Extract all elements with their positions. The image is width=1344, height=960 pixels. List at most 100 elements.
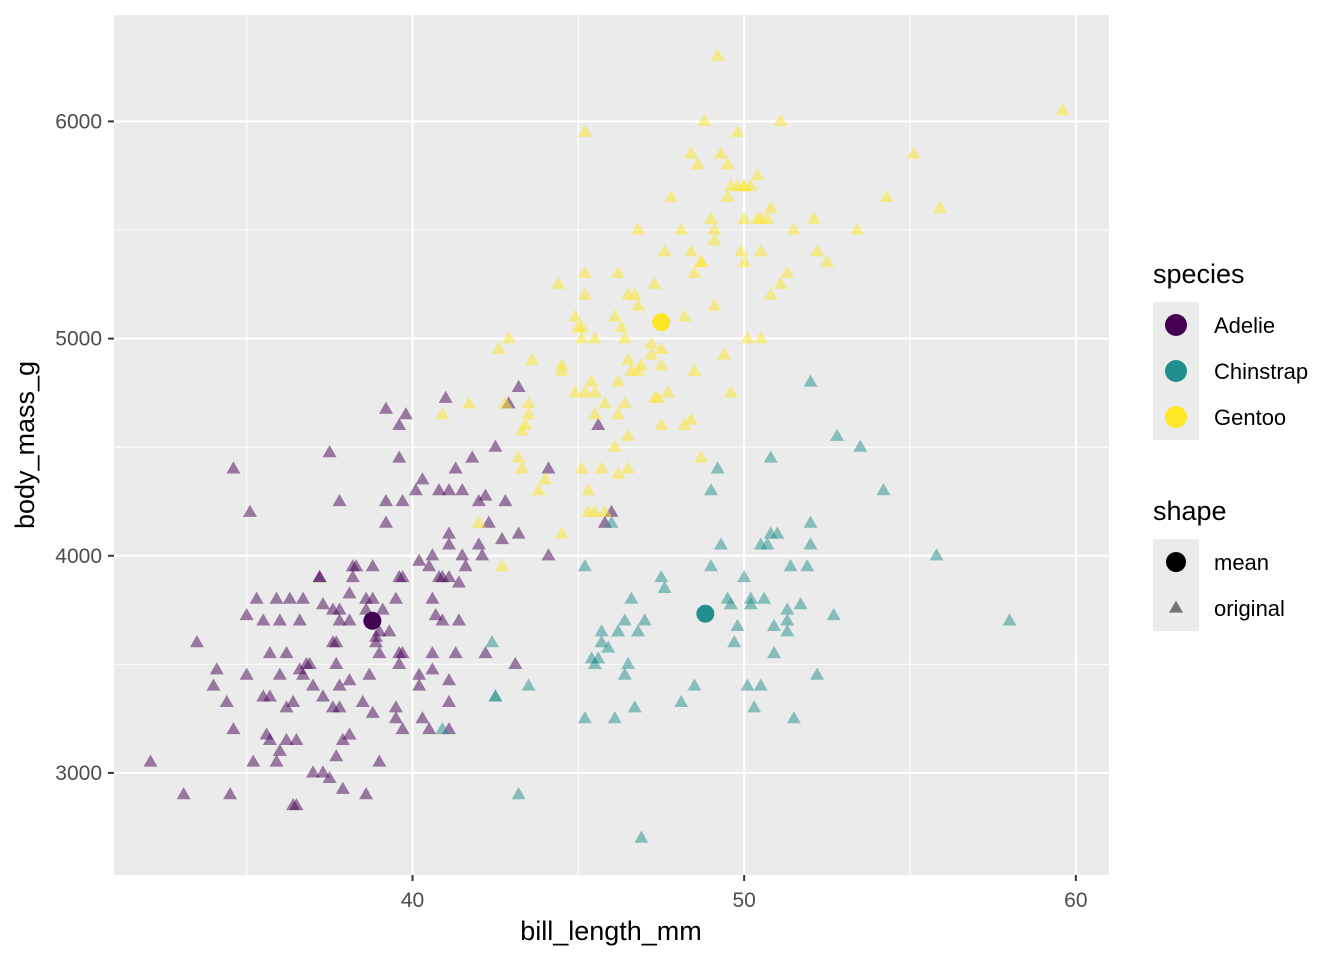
point-chinstrap xyxy=(485,635,500,648)
point-adelie xyxy=(249,591,264,604)
point-adelie xyxy=(511,379,526,393)
point-adelie xyxy=(342,586,357,599)
point-gentoo xyxy=(597,504,612,517)
x-tick-label: 50 xyxy=(732,889,755,912)
point-gentoo xyxy=(631,298,646,311)
point-adelie xyxy=(325,700,340,713)
point-gentoo xyxy=(723,385,738,398)
point-adelie xyxy=(471,537,486,550)
major-gridlines xyxy=(114,15,1109,875)
y-tick-label: 4000 xyxy=(55,545,102,568)
point-adelie xyxy=(372,754,387,767)
point-gentoo xyxy=(654,341,669,355)
point-gentoo xyxy=(574,461,589,474)
point-adelie xyxy=(432,483,447,496)
point-gentoo xyxy=(810,244,825,257)
point-adelie xyxy=(342,673,357,686)
mean-points xyxy=(363,313,715,630)
point-gentoo xyxy=(710,48,725,61)
point-chinstrap xyxy=(757,591,772,604)
point-gentoo xyxy=(664,189,679,203)
point-adelie xyxy=(412,667,427,680)
point-adelie xyxy=(306,765,320,778)
point-adelie xyxy=(242,504,257,517)
legend-shape-entries: mean original xyxy=(1166,550,1285,621)
point-gentoo xyxy=(587,385,602,398)
point-gentoo xyxy=(538,472,553,485)
point-chinstrap xyxy=(637,613,652,626)
point-gentoo xyxy=(657,244,672,257)
point-adelie xyxy=(508,656,523,669)
point-adelie xyxy=(189,635,204,648)
point-gentoo xyxy=(594,461,609,474)
point-adelie xyxy=(378,493,393,507)
point-gentoo xyxy=(461,396,476,409)
point-chinstrap xyxy=(876,483,891,496)
point-adelie xyxy=(451,575,466,588)
point-gentoo xyxy=(704,211,718,224)
point-adelie xyxy=(425,662,440,675)
point-adelie xyxy=(342,727,357,740)
point-gentoo xyxy=(849,222,864,235)
point-adelie xyxy=(395,721,410,735)
point-chinstrap xyxy=(617,667,632,680)
point-gentoo xyxy=(707,298,722,311)
point-gentoo xyxy=(654,417,669,431)
point-chinstrap xyxy=(783,559,798,572)
point-adelie xyxy=(355,694,370,707)
point-chinstrap xyxy=(743,597,758,610)
point-adelie xyxy=(345,569,360,583)
point-adelie xyxy=(365,591,380,604)
point-adelie xyxy=(481,515,496,528)
point-adelie xyxy=(511,526,526,539)
point-gentoo xyxy=(644,336,659,349)
point-chinstrap xyxy=(577,711,592,724)
point-gentoo xyxy=(750,211,765,224)
point-gentoo xyxy=(581,504,596,517)
x-axis-title: bill_length_mm xyxy=(520,916,702,946)
point-adelie xyxy=(478,488,493,501)
point-gentoo xyxy=(554,526,569,539)
point-adelie xyxy=(441,526,456,539)
point-gentoo xyxy=(617,396,632,409)
point-adelie xyxy=(272,613,287,626)
point-adelie xyxy=(372,645,387,659)
point-adelie xyxy=(279,732,294,745)
point-chinstrap xyxy=(723,597,738,610)
legend: species Adelie Chinstrap Gentoo shape mean… xyxy=(1153,259,1308,631)
legend-key-mean xyxy=(1166,552,1186,572)
point-chinstrap xyxy=(607,711,622,724)
point-gentoo xyxy=(760,211,775,224)
point-adelie xyxy=(292,662,307,675)
point-adelie xyxy=(415,711,430,724)
point-gentoo xyxy=(707,222,722,235)
point-gentoo xyxy=(498,396,513,409)
point-gentoo xyxy=(687,363,702,376)
point-adelie xyxy=(378,515,393,528)
point-gentoo xyxy=(660,385,675,398)
point-adelie xyxy=(209,662,224,675)
point-gentoo xyxy=(587,407,602,420)
point-gentoo xyxy=(647,390,662,403)
point-adelie xyxy=(432,569,447,583)
point-gentoo xyxy=(753,244,768,257)
point-gentoo xyxy=(621,352,636,365)
point-gentoo xyxy=(577,265,592,279)
point-gentoo xyxy=(621,428,636,441)
point-adelie xyxy=(289,732,304,745)
point-gentoo xyxy=(511,450,526,463)
legend-label-mean: mean xyxy=(1214,550,1269,575)
point-adelie xyxy=(315,597,330,610)
point-gentoo xyxy=(551,276,566,289)
point-adelie xyxy=(541,461,556,474)
point-gentoo xyxy=(514,461,529,474)
point-adelie xyxy=(495,531,510,545)
point-chinstrap xyxy=(747,700,762,713)
point-gentoo xyxy=(753,331,768,344)
point-adelie xyxy=(372,624,387,637)
plot-panel xyxy=(114,15,1109,875)
point-adelie xyxy=(269,591,284,604)
point-adelie xyxy=(325,635,340,648)
point-gentoo xyxy=(574,331,589,344)
